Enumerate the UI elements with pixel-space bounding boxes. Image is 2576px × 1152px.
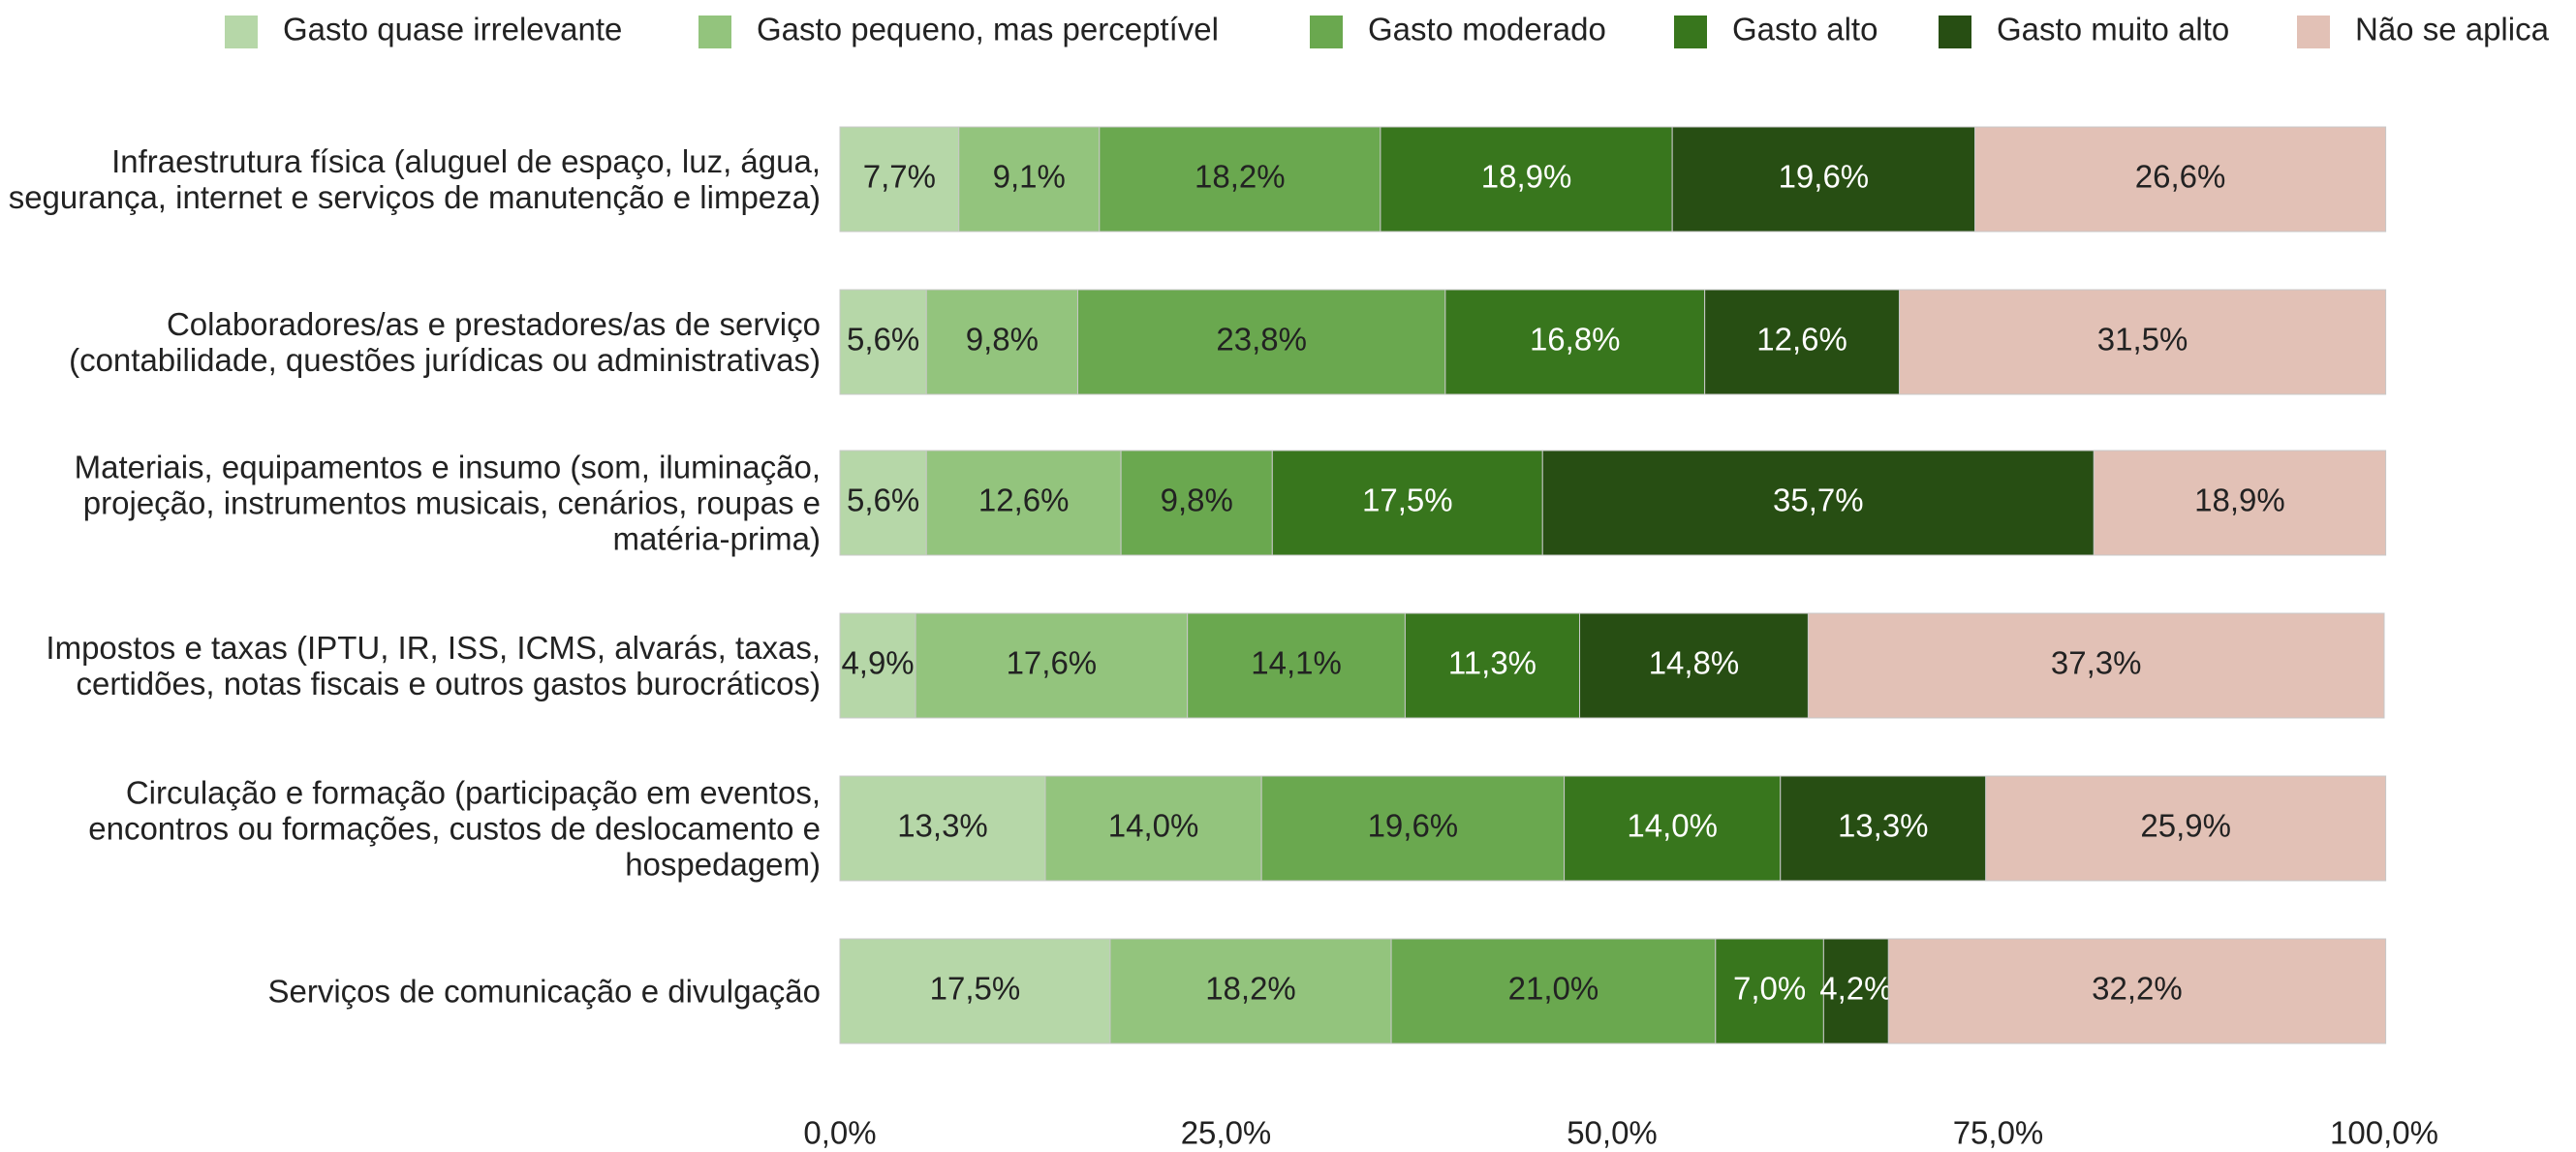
bar-segment — [1109, 938, 1392, 1044]
bar-segment — [1807, 612, 2385, 719]
bar-segment — [1822, 938, 1889, 1044]
value-label: 4,2% — [1819, 971, 1892, 1007]
value-label: 7,0% — [1733, 971, 1806, 1007]
value-label: 19,6% — [1368, 808, 1459, 844]
value-label: 17,5% — [1362, 483, 1453, 518]
bar-segment — [958, 126, 1101, 233]
bar-segment — [1564, 775, 1782, 882]
value-label: 32,2% — [2092, 971, 2183, 1007]
legend-label: Gasto alto — [1732, 12, 1878, 47]
value-label: 5,6% — [847, 322, 919, 358]
value-label: 14,1% — [1251, 645, 1342, 681]
legend-swatch — [698, 16, 731, 48]
bar-segment — [1120, 450, 1273, 556]
legend-label: Gasto quase irrelevante — [283, 12, 622, 47]
value-label: 16,8% — [1530, 322, 1621, 358]
bar-segment — [925, 289, 1078, 395]
bar-segment — [1044, 775, 1262, 882]
bar-segment — [839, 775, 1046, 882]
bar-segment — [1579, 612, 1809, 719]
bar-segment — [1390, 938, 1717, 1044]
bar-segment — [1974, 126, 2387, 233]
bar-segment — [1271, 450, 1543, 556]
value-label: 18,9% — [2194, 483, 2285, 518]
legend-swatch — [2297, 16, 2330, 48]
category-label: Impostos e taxas (IPTU, IR, ISS, ICMS, a… — [46, 630, 821, 701]
value-label: 11,3% — [1448, 645, 1536, 681]
x-tick-label: 50,0% — [1567, 1115, 1658, 1151]
bar-segment — [1099, 126, 1381, 233]
legend-label: Gasto moderado — [1368, 12, 1606, 47]
legend-label: Gasto pequeno, mas perceptível — [757, 12, 1219, 47]
category-label: Colaboradores/as e prestadores/as de ser… — [69, 306, 821, 378]
bar-segment — [2093, 450, 2387, 556]
value-label: 21,0% — [1508, 971, 1599, 1007]
value-label: 18,2% — [1205, 971, 1296, 1007]
bar-segment — [1898, 289, 2387, 395]
x-tick-label: 25,0% — [1181, 1115, 1272, 1151]
legend-swatch — [1939, 16, 1971, 48]
value-label: 9,8% — [966, 322, 1039, 358]
x-tick-label: 75,0% — [1953, 1115, 2044, 1151]
category-label: Infraestrutura física (aluguel de espaço… — [8, 143, 821, 215]
value-label: 5,6% — [847, 483, 919, 518]
bar-segment — [1715, 938, 1824, 1044]
bar-segment — [1704, 289, 1900, 395]
bar-segment — [925, 450, 1122, 556]
bar-segment — [1541, 450, 2095, 556]
legend-swatch — [1674, 16, 1707, 48]
value-label: 31,5% — [2097, 322, 2188, 358]
bar-segment — [1985, 775, 2387, 882]
category-label: Materiais, equipamentos e insumo (som, i… — [74, 449, 821, 557]
bar-segment — [839, 450, 927, 556]
value-label: 4,9% — [841, 645, 914, 681]
bar-segment — [1380, 126, 1673, 233]
value-label: 13,3% — [897, 808, 988, 844]
bar-segment — [1404, 612, 1581, 719]
value-label: 14,8% — [1649, 645, 1740, 681]
value-label: 12,6% — [978, 483, 1070, 518]
value-label: 19,6% — [1779, 159, 1870, 195]
value-label: 37,3% — [2051, 645, 2142, 681]
bar-segment — [1260, 775, 1566, 882]
value-label: 14,0% — [1108, 808, 1199, 844]
bar-segment — [839, 938, 1111, 1044]
value-label: 12,6% — [1756, 322, 1847, 358]
legend-label: Não se aplica — [2355, 12, 2550, 47]
value-label: 18,2% — [1195, 159, 1286, 195]
bar-segment — [1887, 938, 2387, 1044]
x-tick-label: 0,0% — [803, 1115, 876, 1151]
x-tick-label: 100,0% — [2330, 1115, 2438, 1151]
category-label: Serviços de comunicação e divulgação — [267, 973, 822, 1010]
bar-segment — [1187, 612, 1406, 719]
value-label: 17,5% — [930, 971, 1021, 1007]
value-label: 35,7% — [1773, 483, 1864, 518]
legend-swatch — [225, 16, 258, 48]
value-label: 13,3% — [1838, 808, 1929, 844]
value-label: 17,6% — [1007, 645, 1098, 681]
legend-label: Gasto muito alto — [1997, 12, 2229, 47]
bar-segment — [915, 612, 1189, 719]
value-label: 14,0% — [1627, 808, 1718, 844]
value-label: 7,7% — [863, 159, 936, 195]
legend-swatch — [1310, 16, 1343, 48]
bar-segment — [1671, 126, 1976, 233]
value-label: 23,8% — [1216, 322, 1307, 358]
value-label: 9,1% — [993, 159, 1066, 195]
value-label: 26,6% — [2135, 159, 2226, 195]
value-label: 25,9% — [2140, 808, 2231, 844]
bar-segment — [839, 289, 927, 395]
bar-segment — [839, 126, 960, 233]
value-label: 9,8% — [1161, 483, 1233, 518]
bar-segment — [1444, 289, 1706, 395]
value-label: 18,9% — [1481, 159, 1572, 195]
category-label: Circulação e formação (participação em e… — [88, 774, 821, 883]
bar-segment — [1076, 289, 1446, 395]
